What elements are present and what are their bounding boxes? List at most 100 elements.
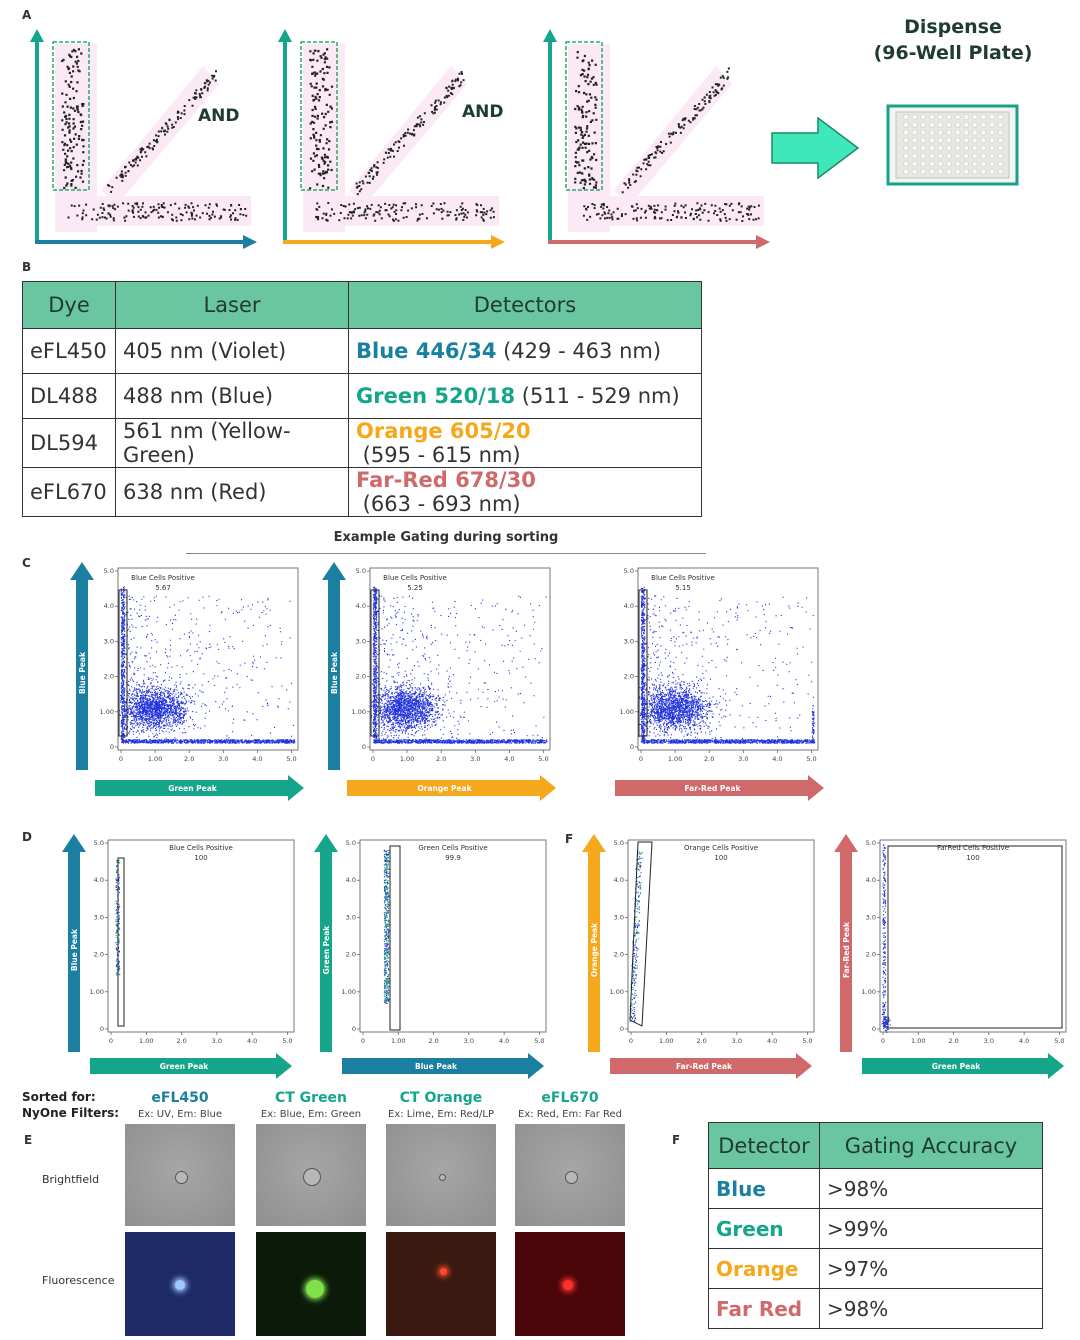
sorted-plot-1: 0 1.00 2.0 3.0 4.0 5.0 0 1.00 2.0 3.0 4.0 5.0 Blue C… xyxy=(62,834,295,1079)
gate-value: 5.15 xyxy=(675,584,691,592)
x-axis-label: Green Peak xyxy=(168,784,218,793)
panel-a-letter: A xyxy=(22,8,32,22)
dye-laser-detector-table: Dye Laser Detectors eFL450 405 nm (Violet… xyxy=(22,281,702,517)
y-axis-arrowhead xyxy=(30,29,44,42)
x-tick-label: 0 xyxy=(639,755,643,763)
y-tick-label: 2.0 xyxy=(614,951,624,959)
x-tick-label: 0 xyxy=(881,1037,885,1045)
accuracy-row: Green >99% xyxy=(708,1208,1043,1249)
y-tick-label: 3.0 xyxy=(624,637,634,645)
gate-name: FarRed Cells Positive xyxy=(937,844,1009,852)
and-label-1: AND xyxy=(198,106,240,126)
x-tick-label: 5.0 xyxy=(286,755,296,763)
gate-outline xyxy=(887,845,1063,1029)
y-axis-bar xyxy=(68,850,80,1052)
y-axis-arrowhead xyxy=(322,562,346,580)
event-dots xyxy=(383,849,390,1004)
and-label-2: AND xyxy=(462,102,504,122)
header-gating-accuracy: Gating Accuracy xyxy=(819,1122,1043,1169)
x-tick-label: 0 xyxy=(109,1037,113,1045)
fluorescence-image xyxy=(386,1232,496,1336)
accuracy-value: >98% xyxy=(819,1168,1043,1209)
y-tick-label: 4.0 xyxy=(356,602,366,610)
y-tick-label: 4.0 xyxy=(624,602,634,610)
x-tick-label: 5.0 xyxy=(538,755,548,763)
channel-filters: Ex: UV, Em: Blue xyxy=(137,1109,223,1120)
x-tick-label: 1.00 xyxy=(139,1037,153,1045)
laser-value: 561 nm (Yellow-Green) xyxy=(115,418,349,468)
detector-range: (663 - 693 nm) xyxy=(356,492,521,516)
x-axis-label: Blue Peak xyxy=(415,1062,458,1071)
y-tick-label: 5.0 xyxy=(614,839,624,847)
dye-table-body: eFL450 405 nm (Violet) Blue 446/34 (429 - … xyxy=(22,328,702,517)
x-tick-label: 4.0 xyxy=(767,1037,777,1045)
plot-frame xyxy=(369,567,551,751)
y-axis-bar xyxy=(328,578,340,770)
detector-name: Orange 605/20 xyxy=(356,419,531,443)
y-tick-label: 3.0 xyxy=(346,913,356,921)
y-tick-label: 4.0 xyxy=(866,876,876,884)
y-tick-label: 0 xyxy=(100,1025,104,1033)
brightfield-label: Brightfield xyxy=(42,1173,100,1186)
x-tick-label: 1.00 xyxy=(911,1037,925,1045)
y-tick-label: 2.0 xyxy=(356,673,366,681)
gate-name: Green Cells Positive xyxy=(418,844,487,852)
y-tick-label: 0 xyxy=(872,1025,876,1033)
x-tick-label: 3.0 xyxy=(212,1037,222,1045)
plot-frame xyxy=(359,839,547,1033)
y-tick-label: 4.0 xyxy=(614,876,624,884)
laser-value: 638 nm (Red) xyxy=(115,467,349,517)
cell-fluorescence-spot xyxy=(306,1280,324,1298)
dye-name: DL594 xyxy=(22,418,116,468)
x-axis-arrowhead xyxy=(808,775,824,801)
y-tick-label: 4.0 xyxy=(94,876,104,884)
gate-value: 5.67 xyxy=(155,584,171,592)
y-tick-label: 2.0 xyxy=(346,951,356,959)
panel-d-letter: D xyxy=(22,830,32,844)
gating-title: Example Gating during sorting xyxy=(333,530,559,545)
panel-a-gating-schematic xyxy=(30,29,1019,249)
gate-outline xyxy=(638,589,648,737)
y-tick-label: 0 xyxy=(362,743,366,751)
dye-row: DL488 488 nm (Blue) Green 520/18 (511 - 52… xyxy=(22,373,702,419)
x-tick-label: 2.0 xyxy=(704,755,714,763)
x-axis-label: Far-Red Peak xyxy=(676,1062,733,1071)
header-detector: Detector xyxy=(708,1122,820,1169)
x-axis-arrowhead xyxy=(276,1053,292,1079)
detector-label: Far Red xyxy=(708,1288,820,1329)
nyone-filters-label: NyOne Filters: xyxy=(22,1106,120,1120)
dye-name: eFL450 xyxy=(22,328,116,374)
panel-d-f-letter: F xyxy=(565,832,574,846)
channel-name: CT Orange xyxy=(399,1090,483,1106)
x-axis-arrowhead xyxy=(756,235,770,249)
y-axis-arrowhead xyxy=(582,834,606,852)
gating-plot-2: 0 1.00 2.0 3.0 4.0 5.0 0 1.00 2.0 3.0 4.0 5.0 Blue C… xyxy=(322,562,556,801)
cell-fluorescence-spot xyxy=(563,1280,573,1290)
gate-name: Blue Cells Positive xyxy=(651,574,715,582)
gate-outline xyxy=(389,845,401,1031)
schematic-plot-3 xyxy=(543,29,770,249)
y-tick-label: 3.0 xyxy=(356,637,366,645)
x-tick-label: 5.0 xyxy=(534,1037,544,1045)
detector-cell: Far-Red 678/30 (663 - 693 nm) xyxy=(348,467,702,517)
y-tick-label: 5.0 xyxy=(866,839,876,847)
pink-region xyxy=(101,66,219,205)
x-tick-label: 4.0 xyxy=(499,1037,509,1045)
gate-outline xyxy=(118,589,128,737)
detector-label: Green xyxy=(708,1208,820,1249)
event-dots xyxy=(118,586,296,744)
x-tick-label: 5.0 xyxy=(1054,1037,1064,1045)
x-tick-label: 5.0 xyxy=(802,1037,812,1045)
brightfield-image xyxy=(386,1124,496,1226)
y-axis-arrowhead xyxy=(543,29,557,42)
x-tick-label: 2.0 xyxy=(948,1037,958,1045)
y-tick-label: 2.0 xyxy=(866,951,876,959)
x-tick-label: 1.00 xyxy=(391,1037,405,1045)
x-axis-label: Green Peak xyxy=(932,1062,982,1071)
y-axis-label: Far-Red Peak xyxy=(842,921,851,978)
fluorescence-image xyxy=(515,1232,625,1336)
gating-plot-1: 0 1.00 2.0 3.0 4.0 5.0 0 1.00 2.0 3.0 4.0 5.0 Blue C… xyxy=(70,562,304,801)
y-axis-arrowhead xyxy=(62,834,86,852)
x-tick-label: 3.0 xyxy=(738,755,748,763)
x-tick-label: 4.0 xyxy=(1019,1037,1029,1045)
